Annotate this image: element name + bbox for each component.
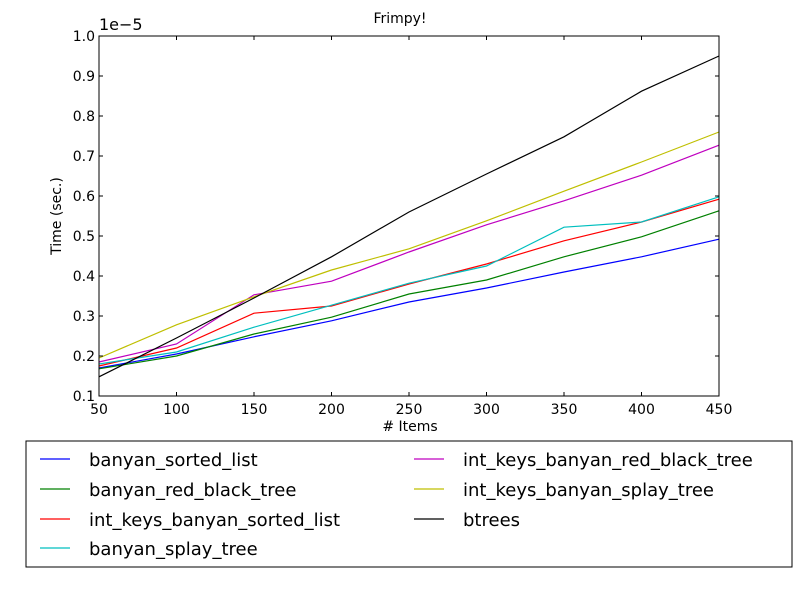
legend-label: banyan_splay_tree [89,539,258,560]
legend-label: int_keys_banyan_red_black_tree [463,450,753,471]
series-line-banyan-red-black-tree [98,210,720,370]
legend-label: btrees [463,510,520,531]
legend: banyan_sorted_listbanyan_red_black_treei… [40,450,753,560]
y-offset-label: 1e−5 [99,15,143,34]
y-tick-label: 0.1 [73,389,95,405]
x-axis-label: # Items [382,419,437,435]
y-axis-label: Time (sec.) [49,177,65,256]
legend-label: int_keys_banyan_sorted_list [89,510,340,531]
x-ticks: 50 100 150 200 250 300 350 400 450 [90,36,732,418]
y-tick-label: 0.8 [73,109,95,125]
x-tick-label: 150 [241,402,268,418]
y-tick-label: 0.2 [73,349,95,365]
y-tick-label: 0.7 [73,149,95,165]
y-tick-label: 0.6 [73,189,95,205]
x-tick-label: 400 [628,402,655,418]
x-tick-label: 100 [163,402,190,418]
chart-title: Frimpy! [373,11,426,27]
legend-box [25,440,793,568]
y-tick-label: 0.9 [73,69,95,85]
legend-label: banyan_sorted_list [89,450,258,471]
series-line-int-keys-banyan-splay-tree [98,131,720,359]
series-line-btrees [98,55,720,378]
legend-label: int_keys_banyan_splay_tree [463,480,714,501]
y-tick-label: 0.5 [73,229,95,245]
y-tick-label: 1.0 [73,29,95,45]
x-tick-label: 350 [551,402,578,418]
y-tick-label: 0.4 [73,269,95,285]
x-tick-label: 200 [318,402,345,418]
y-ticks: 0.1 0.2 0.3 0.4 0.5 0.6 0.7 0.8 0.9 1.0 [73,29,719,405]
legend-label: banyan_red_black_tree [89,480,296,501]
series-line-int-keys-banyan-sorted-list [98,198,720,367]
x-tick-label: 300 [473,402,500,418]
x-tick-label: 50 [90,402,108,418]
x-tick-label: 450 [706,402,733,418]
series-line-int-keys-banyan-red-black-tree [98,144,720,363]
y-tick-label: 0.3 [73,309,95,325]
x-tick-label: 250 [396,402,423,418]
series-layer [98,55,720,378]
series-line-banyan-splay-tree [98,196,720,365]
